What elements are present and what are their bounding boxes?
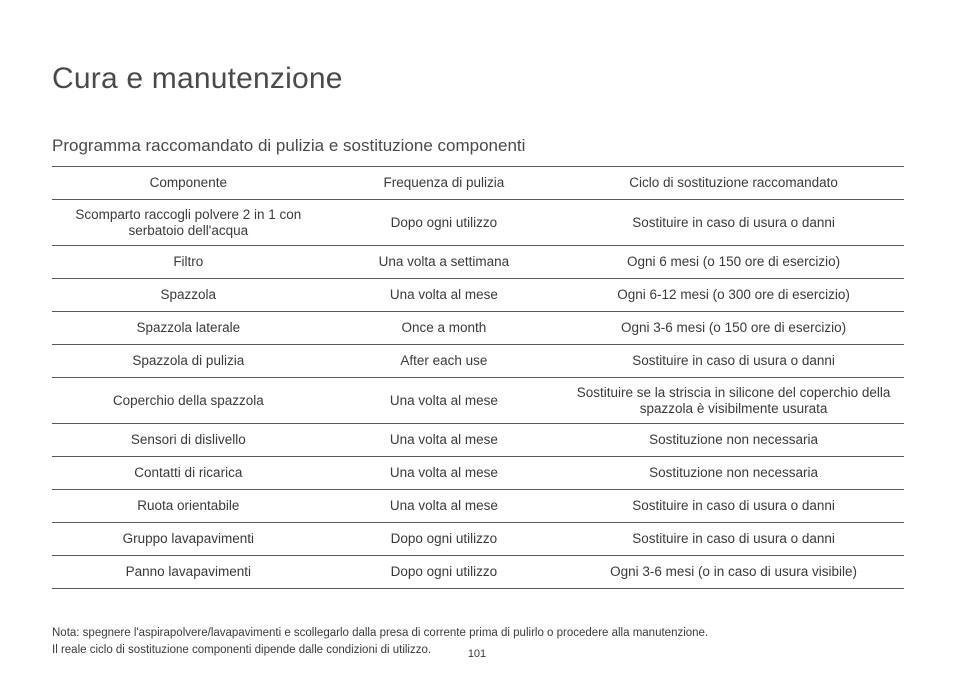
cell: Ogni 6-12 mesi (o 300 ore di esercizio) [563, 279, 904, 312]
col-header: Ciclo di sostituzione raccomandato [563, 167, 904, 200]
cell: Spazzola laterale [52, 312, 325, 345]
cell: Sostituire in caso di usura o danni [563, 490, 904, 523]
cell: Una volta al mese [325, 424, 564, 457]
cell: Sostituire in caso di usura o danni [563, 200, 904, 246]
cell: Ogni 6 mesi (o 150 ore di esercizio) [563, 246, 904, 279]
cell: Una volta al mese [325, 490, 564, 523]
table-row: Filtro Una volta a settimana Ogni 6 mesi… [52, 246, 904, 279]
table-row: Spazzola laterale Once a month Ogni 3-6 … [52, 312, 904, 345]
cell: Sensori di dislivello [52, 424, 325, 457]
cell: Panno lavapavimenti [52, 556, 325, 589]
document-page: Cura e manutenzione Programma raccomanda… [0, 0, 954, 684]
table-row: Ruota orientabile Una volta al mese Sost… [52, 490, 904, 523]
cell: Sostituire in caso di usura o danni [563, 345, 904, 378]
cell: Sostituzione non necessaria [563, 457, 904, 490]
cell: Una volta a settimana [325, 246, 564, 279]
cell: After each use [325, 345, 564, 378]
cell: Ruota orientabile [52, 490, 325, 523]
cell: Ogni 3-6 mesi (o 150 ore di esercizio) [563, 312, 904, 345]
note-line: Nota: spegnere l'aspirapolvere/lavapavim… [52, 625, 904, 642]
table-row: Sensori di dislivello Una volta al mese … [52, 424, 904, 457]
table-row: Spazzola di pulizia After each use Sosti… [52, 345, 904, 378]
cell: Spazzola di pulizia [52, 345, 325, 378]
cell: Spazzola [52, 279, 325, 312]
page-number: 101 [0, 648, 954, 660]
cell: Filtro [52, 246, 325, 279]
cell: Ogni 3-6 mesi (o in caso di usura visibi… [563, 556, 904, 589]
table-row: Gruppo lavapavimenti Dopo ogni utilizzo … [52, 523, 904, 556]
cell: Dopo ogni utilizzo [325, 523, 564, 556]
cell: Coperchio della spazzola [52, 378, 325, 424]
table-row: Spazzola Una volta al mese Ogni 6-12 mes… [52, 279, 904, 312]
cell: Una volta al mese [325, 279, 564, 312]
cell: Dopo ogni utilizzo [325, 556, 564, 589]
cell: Una volta al mese [325, 457, 564, 490]
table-row: Coperchio della spazzola Una volta al me… [52, 378, 904, 424]
cell: Sostituzione non necessaria [563, 424, 904, 457]
table-row: Scomparto raccogli polvere 2 in 1 con se… [52, 200, 904, 246]
cell: Gruppo lavapavimenti [52, 523, 325, 556]
cell: Once a month [325, 312, 564, 345]
cell: Scomparto raccogli polvere 2 in 1 con se… [52, 200, 325, 246]
page-title: Cura e manutenzione [52, 62, 904, 96]
table-header-row: Componente Frequenza di pulizia Ciclo di… [52, 167, 904, 200]
cell: Contatti di ricarica [52, 457, 325, 490]
section-subtitle: Programma raccomandato di pulizia e sost… [52, 136, 904, 156]
maintenance-table: Componente Frequenza di pulizia Ciclo di… [52, 166, 904, 589]
table-row: Panno lavapavimenti Dopo ogni utilizzo O… [52, 556, 904, 589]
table-body: Componente Frequenza di pulizia Ciclo di… [52, 167, 904, 589]
cell: Sostituire in caso di usura o danni [563, 523, 904, 556]
table-row: Contatti di ricarica Una volta al mese S… [52, 457, 904, 490]
cell: Dopo ogni utilizzo [325, 200, 564, 246]
cell: Una volta al mese [325, 378, 564, 424]
col-header: Componente [52, 167, 325, 200]
cell: Sostituire se la striscia in silicone de… [563, 378, 904, 424]
col-header: Frequenza di pulizia [325, 167, 564, 200]
